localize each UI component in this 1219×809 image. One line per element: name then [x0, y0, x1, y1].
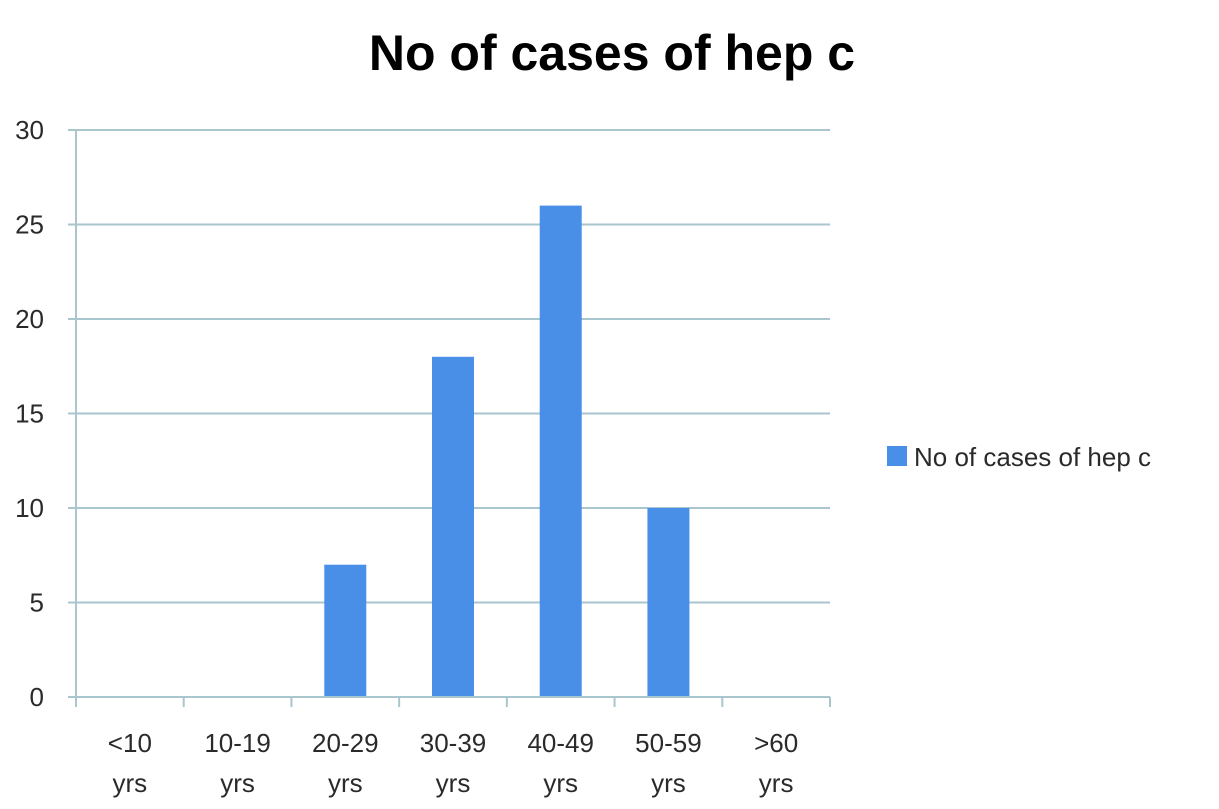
y-tick-label: 25 — [15, 210, 44, 240]
legend-swatch — [887, 446, 907, 466]
x-tick-label: 40-49 — [527, 728, 594, 758]
legend-label: No of cases of hep c — [914, 442, 1151, 472]
x-tick-label: 20-29 — [312, 728, 379, 758]
legend: No of cases of hep c — [887, 442, 1151, 472]
y-tick-label: 5 — [30, 588, 44, 618]
x-tick-label: <10 — [108, 728, 152, 758]
y-tick-label: 15 — [15, 399, 44, 429]
x-tick-label: yrs — [759, 768, 794, 798]
x-tick-label: yrs — [436, 768, 471, 798]
x-axis — [68, 130, 831, 707]
x-tick-label: yrs — [220, 768, 255, 798]
x-tick-label: yrs — [328, 768, 363, 798]
x-tick-label: yrs — [543, 768, 578, 798]
y-tick-label: 0 — [30, 682, 44, 712]
chart-title: No of cases of hep c — [369, 25, 855, 81]
x-axis-ticks: <10 yrs 10-19 yrs 20-29 yrs 30-39 yrs 40-49 yrs 50… — [108, 728, 798, 798]
x-tick-label: yrs — [651, 768, 686, 798]
y-tick-label: 20 — [15, 304, 44, 334]
x-tick-label: yrs — [113, 768, 148, 798]
bar — [539, 205, 582, 697]
bars — [324, 205, 690, 697]
x-tick-label: 50-59 — [635, 728, 702, 758]
x-tick-label: >60 — [754, 728, 798, 758]
bar — [432, 356, 474, 697]
bar — [647, 508, 690, 697]
y-axis-ticks: 0 5 10 15 20 25 30 — [15, 115, 44, 712]
y-tick-label: 30 — [15, 115, 44, 145]
x-tick-label: 10-19 — [204, 728, 271, 758]
y-tick-label: 10 — [15, 493, 44, 523]
x-tick-label: 30-39 — [420, 728, 487, 758]
bar — [324, 564, 367, 697]
